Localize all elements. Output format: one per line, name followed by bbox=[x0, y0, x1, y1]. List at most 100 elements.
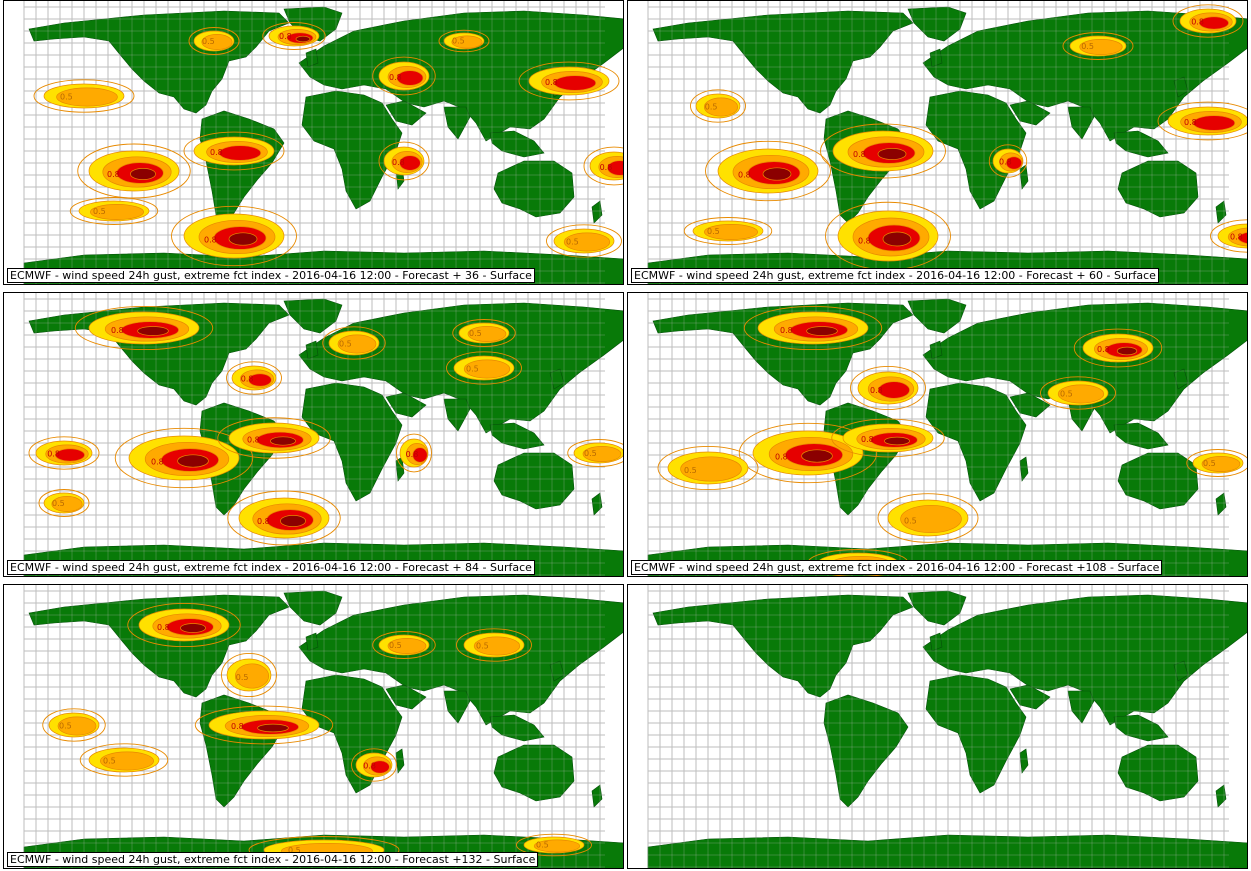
efi-contour bbox=[446, 351, 522, 385]
efi-contour bbox=[690, 89, 746, 123]
map-canvas: 0.8 0.8 0.5 0.5 0.8 0.5 0.5 0.5 0.5 0.5 bbox=[23, 585, 623, 868]
efi-contour-label: 0.8 bbox=[210, 148, 223, 157]
efi-area bbox=[884, 436, 910, 446]
landmass bbox=[1067, 690, 1095, 724]
efi-area bbox=[1116, 346, 1138, 356]
landmass bbox=[591, 200, 603, 224]
efi-area bbox=[1238, 232, 1247, 244]
landmass bbox=[1117, 452, 1199, 510]
efi-contour bbox=[372, 56, 436, 96]
efi-area bbox=[1057, 384, 1105, 404]
landmass bbox=[283, 590, 343, 626]
efi-contour-label: 0.5 bbox=[236, 673, 249, 682]
efi-contour bbox=[171, 205, 297, 267]
landmass bbox=[443, 398, 471, 432]
efi-contour-label: 0.5 bbox=[103, 757, 116, 766]
landmass bbox=[922, 302, 1247, 434]
landmass bbox=[1117, 744, 1199, 802]
efi-contour-label: 0.8 bbox=[406, 450, 419, 459]
efi-contour-label: 0.8 bbox=[241, 375, 254, 384]
efi-area bbox=[201, 34, 233, 50]
efi-area bbox=[704, 224, 758, 240]
map-panel-fc36: 0.8 0.8 0.8 0.8 0.8 0.5 0.8 0.8 0.5 0.8 0.5 0.5 0.5 … bbox=[3, 0, 624, 285]
landmass bbox=[925, 382, 1027, 502]
efi-area bbox=[463, 359, 511, 379]
efi-contour-label: 0.8 bbox=[204, 236, 217, 245]
efi-contour bbox=[33, 79, 135, 113]
landmass bbox=[591, 492, 603, 516]
efi-contour-label: 0.8 bbox=[247, 436, 260, 445]
landmass bbox=[283, 298, 343, 334]
efi-area bbox=[370, 760, 390, 774]
landmass bbox=[1215, 492, 1227, 516]
efi-contour-label: 0.8 bbox=[157, 623, 170, 632]
efi-contour bbox=[77, 143, 191, 199]
efi-contour-label: 0.5 bbox=[566, 238, 579, 247]
efi-contour bbox=[1210, 219, 1247, 253]
efi-area bbox=[177, 454, 209, 468]
efi-area bbox=[882, 231, 912, 247]
efi-contour bbox=[226, 361, 282, 395]
efi-area bbox=[180, 623, 206, 633]
efi-contour-label: 0.8 bbox=[775, 453, 788, 462]
efi-contour-label: 0.5 bbox=[389, 641, 402, 650]
efi-contour bbox=[1186, 449, 1247, 477]
landmass bbox=[907, 590, 967, 626]
efi-contour bbox=[567, 439, 623, 467]
map-panel-fc108: 0.80.80.80.80.50.80.80.50.50.5 ECMWF - w… bbox=[627, 292, 1248, 577]
efi-contour-label: 0.8 bbox=[1184, 118, 1197, 127]
efi-area bbox=[877, 148, 907, 160]
efi-contour bbox=[831, 418, 945, 458]
landmass bbox=[1215, 200, 1227, 224]
landmass bbox=[489, 714, 545, 742]
efi-area bbox=[270, 436, 296, 446]
map-caption: ECMWF - wind speed 24h gust, extreme fct… bbox=[631, 268, 1159, 283]
efi-contour bbox=[516, 833, 592, 857]
efi-contour bbox=[705, 140, 831, 202]
efi-contour-label: 0.8 bbox=[1230, 233, 1243, 242]
landmass bbox=[298, 10, 623, 142]
efi-area bbox=[234, 663, 270, 689]
efi-contour bbox=[738, 422, 878, 484]
efi-area bbox=[553, 75, 597, 91]
efi-area bbox=[680, 456, 742, 482]
landmass bbox=[1067, 106, 1095, 140]
efi-area bbox=[451, 35, 483, 49]
efi-contour-label: 0.5 bbox=[1203, 459, 1216, 468]
efi-area bbox=[582, 446, 622, 462]
efi-area bbox=[387, 638, 427, 654]
efi-contour bbox=[657, 445, 759, 491]
efi-contour-label: 0.5 bbox=[59, 722, 72, 731]
efi-contour-label: 0.8 bbox=[999, 158, 1012, 167]
efi-contour-label: 0.5 bbox=[705, 103, 718, 112]
efi-contour-label: 0.8 bbox=[111, 326, 124, 335]
efi-area bbox=[563, 232, 611, 252]
efi-contour bbox=[378, 141, 430, 181]
map-panel-fc60: 0.8 0.8 0.8 0.8 0.8 0.5 0.8 0.8 0.5 0.5 ECMWF - w… bbox=[627, 0, 1248, 285]
efi-contour bbox=[183, 131, 285, 171]
map-canvas bbox=[647, 585, 1247, 868]
efi-area bbox=[257, 723, 289, 733]
landmass bbox=[301, 90, 403, 210]
efi-contour bbox=[127, 602, 241, 648]
efi-area bbox=[1201, 456, 1241, 472]
efi-contour bbox=[351, 748, 397, 782]
efi-contour-label: 0.5 bbox=[52, 499, 65, 508]
landmass bbox=[1113, 130, 1169, 158]
landmass bbox=[493, 452, 575, 510]
efi-area bbox=[57, 716, 97, 736]
efi-contour-label: 0.5 bbox=[1060, 390, 1073, 399]
efi-area bbox=[467, 326, 507, 342]
map-panel-empty bbox=[627, 584, 1248, 869]
efi-contour-label: 0.8 bbox=[279, 32, 292, 41]
efi-contour-label: 0.5 bbox=[452, 36, 465, 45]
efi-area bbox=[878, 381, 910, 399]
landmass bbox=[493, 160, 575, 218]
efi-area bbox=[703, 97, 739, 117]
efi-contour-label: 0.5 bbox=[584, 449, 597, 458]
landmass bbox=[1117, 160, 1199, 218]
landmass bbox=[283, 6, 343, 42]
efi-contour-label: 0.5 bbox=[536, 840, 549, 849]
efi-contour bbox=[583, 146, 623, 186]
map-canvas: 0.8 0.8 0.8 0.8 0.8 0.5 0.8 0.8 0.5 0.8 0.5 0.5 0.5 bbox=[23, 1, 623, 284]
